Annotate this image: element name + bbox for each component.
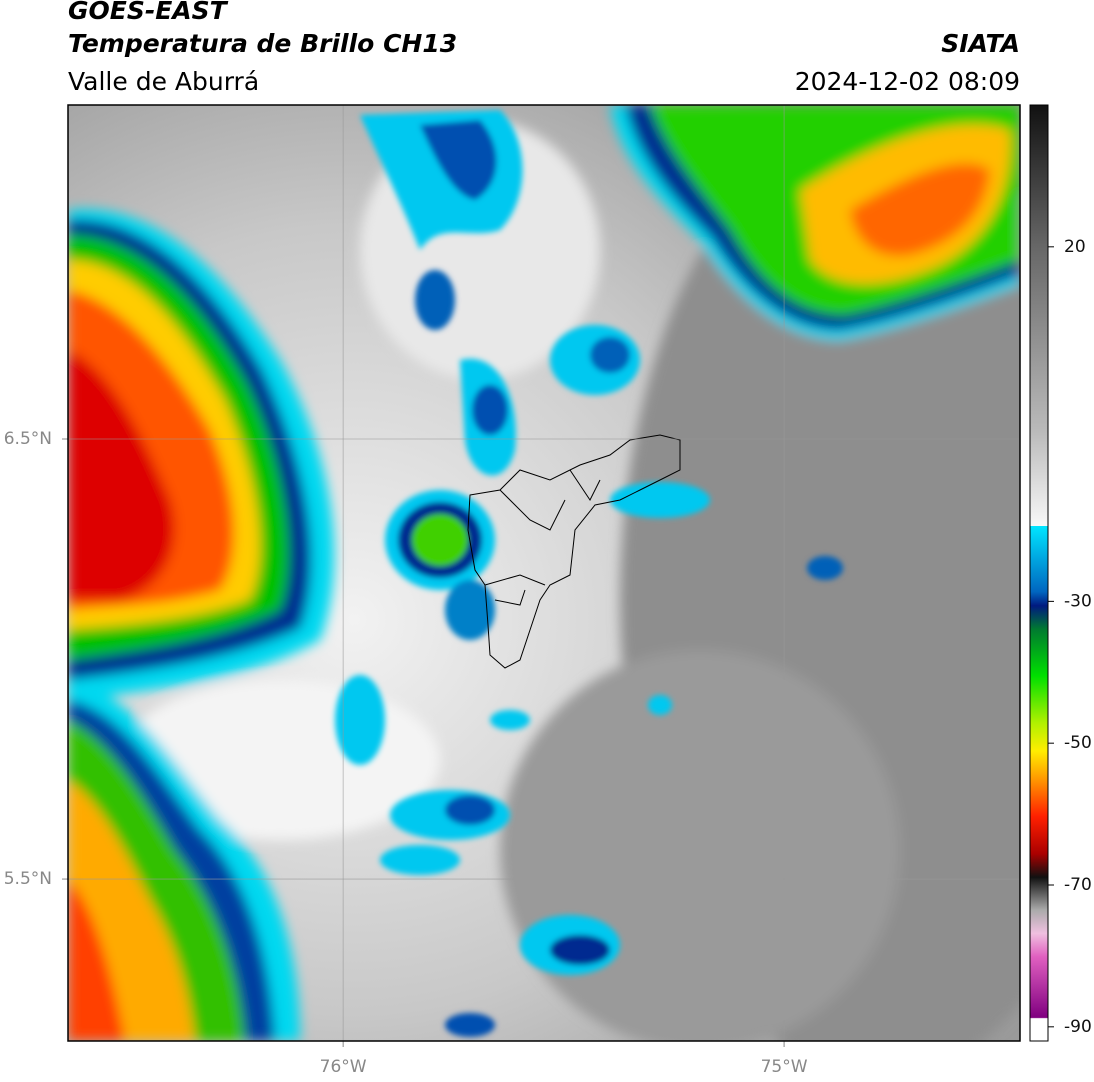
colorbar <box>1029 104 1049 1042</box>
region: Valle de Aburrá <box>68 67 259 96</box>
colorbar-tick-label: -90 <box>1064 1017 1092 1037</box>
colorbar-tick-label: -30 <box>1064 591 1092 611</box>
satellite-image <box>68 105 1020 1041</box>
lat-tick-label: 5.5°N <box>4 869 52 889</box>
datetime: 2024-12-02 08:09 <box>795 67 1020 96</box>
colorbar-tick-label: -50 <box>1064 733 1092 753</box>
map-frame <box>67 104 1021 1042</box>
valley-boundary <box>467 434 681 669</box>
source: SIATA <box>941 29 1020 58</box>
lon-tick-label: 76°W <box>320 1057 367 1077</box>
lat-tick-label: 6.5°N <box>4 429 52 449</box>
lon-tick-label: 75°W <box>761 1057 808 1077</box>
subtitle: Temperatura de Brillo CH13 <box>68 29 457 58</box>
colorbar-tick-label: -70 <box>1064 875 1092 895</box>
title: GOES-EAST <box>68 0 229 25</box>
colorbar-tick-label: 20 <box>1064 237 1086 257</box>
